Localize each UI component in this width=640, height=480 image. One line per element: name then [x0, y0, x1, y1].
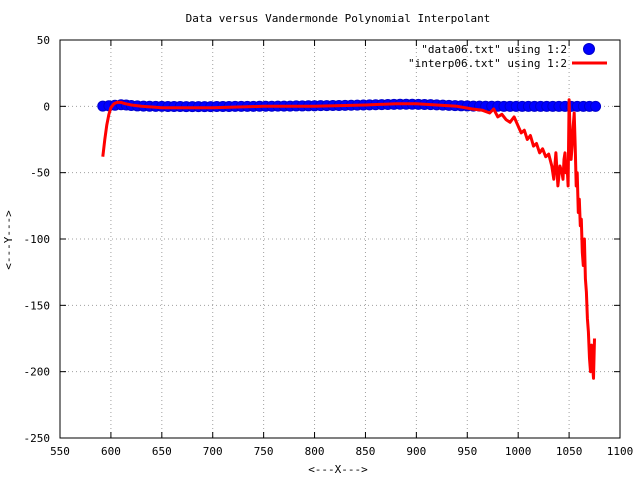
x-tick-label: 550 — [50, 445, 70, 458]
x-tick-label: 800 — [305, 445, 325, 458]
x-tick-label: 750 — [254, 445, 274, 458]
y-tick-label: 0 — [43, 100, 50, 113]
y-tick-label: -50 — [30, 167, 50, 180]
x-tick-label: 600 — [101, 445, 121, 458]
series-line-interp — [101, 98, 596, 380]
y-axis-label: <---Y---> — [2, 210, 15, 270]
x-tick-label: 1000 — [505, 445, 532, 458]
legend-marker-data — [583, 43, 595, 55]
data-point — [590, 100, 602, 112]
x-tick-label: 700 — [203, 445, 223, 458]
y-tick-labels: -250 -200 -150 -100 -50 0 50 — [24, 34, 51, 445]
x-axis-label: <---X---> — [308, 463, 368, 476]
chart-title: Data versus Vandermonde Polynomial Inter… — [186, 12, 491, 25]
legend-entry-interp: "interp06.txt" using 1:2 — [408, 57, 607, 70]
legend-label-interp: "interp06.txt" using 1:2 — [408, 57, 567, 70]
y-tick-label: 50 — [37, 34, 50, 47]
x-tick-label: 1100 — [607, 445, 634, 458]
legend-label-data: "data06.txt" using 1:2 — [421, 43, 567, 56]
y-tick-label: -250 — [24, 432, 51, 445]
legend-entry-data: "data06.txt" using 1:2 — [421, 43, 595, 56]
y-tick-label: -200 — [24, 366, 51, 379]
y-tick-label: -150 — [24, 299, 51, 312]
x-tick-label: 1050 — [556, 445, 583, 458]
x-tick-label: 900 — [406, 445, 426, 458]
legend: "data06.txt" using 1:2 "interp06.txt" us… — [408, 43, 607, 70]
x-tick-label: 850 — [356, 445, 376, 458]
x-tick-label: 650 — [152, 445, 172, 458]
x-tick-label: 950 — [457, 445, 477, 458]
series-layer — [97, 98, 602, 380]
axis-ticks — [59, 39, 621, 439]
x-tick-labels: 550 600 650 700 750 800 850 900 950 1000 1050 1100 — [50, 445, 633, 458]
y-tick-label: -100 — [24, 233, 51, 246]
